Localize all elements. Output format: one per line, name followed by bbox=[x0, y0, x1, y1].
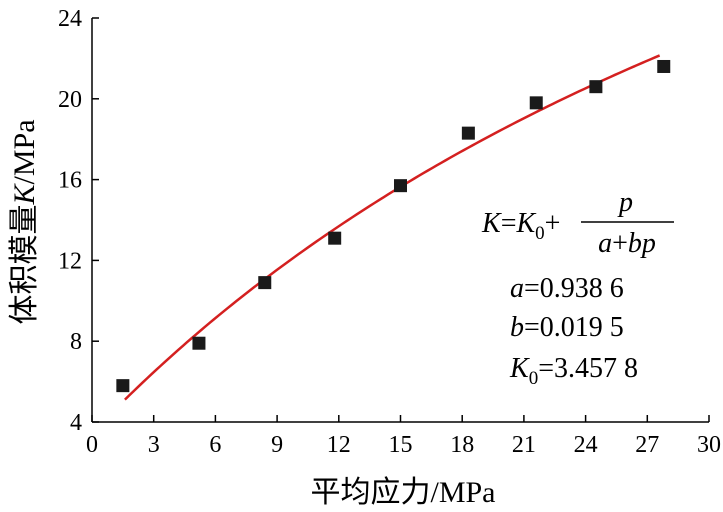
param-k0: K0=3.457 8 bbox=[509, 353, 638, 389]
y-tick-label: 4 bbox=[70, 410, 82, 436]
y-tick-label: 12 bbox=[58, 248, 82, 274]
x-tick-label: 0 bbox=[86, 432, 98, 458]
data-point bbox=[192, 336, 206, 350]
x-tick-label: 27 bbox=[635, 432, 659, 458]
y-tick-label: 20 bbox=[58, 87, 82, 113]
y-tick-label: 16 bbox=[58, 168, 82, 194]
x-tick-label: 3 bbox=[148, 432, 160, 458]
data-point bbox=[529, 96, 543, 110]
param-a: a=0.938 6 bbox=[510, 273, 624, 304]
x-tick-label: 21 bbox=[512, 432, 536, 458]
ticks bbox=[91, 17, 710, 423]
data-point bbox=[589, 80, 603, 94]
x-tick-label: 9 bbox=[271, 432, 283, 458]
tick-labels: 0 3 6 9 12 15 18 21 24 27 30 4 8 12 16 20 24 bbox=[58, 6, 721, 458]
y-tick-label: 24 bbox=[58, 6, 82, 32]
fit-curve bbox=[124, 54, 661, 401]
data-point bbox=[328, 231, 342, 245]
equation-lhs: K=K0+ bbox=[481, 208, 560, 244]
data-points bbox=[116, 59, 671, 393]
param-b: b=0.019 5 bbox=[510, 312, 624, 343]
y-axis-title: 体积模量K/MPa bbox=[8, 119, 41, 324]
x-tick-label: 30 bbox=[697, 432, 721, 458]
data-point bbox=[461, 126, 475, 140]
equation-numerator: p bbox=[617, 187, 633, 218]
x-tick-label: 18 bbox=[450, 432, 474, 458]
x-axis-title: 平均应力/MPa bbox=[310, 476, 495, 509]
x-tick-label: 24 bbox=[574, 432, 598, 458]
data-point bbox=[394, 179, 407, 193]
x-tick-label: 15 bbox=[389, 432, 413, 458]
x-tick-label: 6 bbox=[209, 432, 221, 458]
y-tick-label: 8 bbox=[70, 329, 82, 355]
equation-denominator: a+bp bbox=[598, 228, 656, 259]
data-point bbox=[258, 276, 272, 290]
data-point bbox=[116, 379, 130, 393]
data-point bbox=[657, 59, 671, 73]
fit-equation: K=K0+ p a+bp a=0.938 6 b=0.019 5 K0=3.45… bbox=[481, 187, 674, 389]
x-tick-label: 12 bbox=[327, 432, 351, 458]
